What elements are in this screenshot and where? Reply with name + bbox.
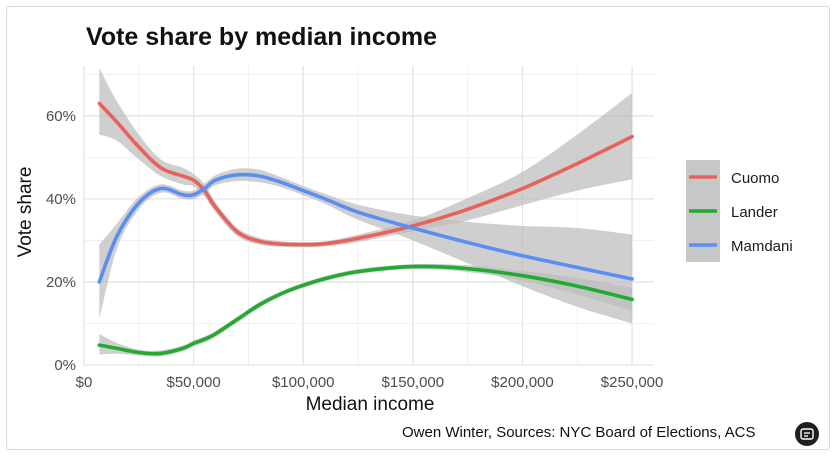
series-line-mamdani [97, 172, 634, 284]
x-axis-title: Median income [306, 394, 435, 415]
legend-label-cuomo: Cuomo [731, 170, 779, 187]
corner-action-button[interactable] [795, 422, 819, 446]
x-tick-label: $0 [76, 374, 93, 391]
caption-icon [800, 428, 814, 440]
series-line-cuomo [97, 101, 634, 247]
y-tick-label: 40% [46, 191, 76, 208]
chart-title: Vote share by median income [86, 23, 437, 51]
y-axis-ticks: 0% 20% 40% 60% [46, 108, 76, 374]
caption: Owen Winter, Sources: NYC Board of Elect… [402, 424, 755, 441]
series-lines [97, 101, 634, 356]
legend: Cuomo Lander Mamdani [686, 160, 793, 262]
x-tick-label: $100,000 [272, 374, 335, 391]
ribbon-mamdani [99, 168, 633, 324]
series-line-lander [97, 264, 634, 356]
legend-label-lander: Lander [731, 204, 778, 221]
x-tick-label: $50,000 [166, 374, 220, 391]
x-axis-ticks: $0 $50,000 $100,000 $150,000 $200,000 $250,00… [76, 374, 664, 391]
x-tick-label: $150,000 [382, 374, 445, 391]
y-tick-label: 0% [54, 357, 76, 374]
y-axis-title: Vote share [15, 167, 36, 258]
legend-label-mamdani: Mamdani [731, 238, 793, 255]
x-tick-label: $250,000 [601, 374, 664, 391]
ribbon-cuomo [99, 68, 633, 248]
x-tick-label: $200,000 [491, 374, 554, 391]
confidence-ribbons [99, 68, 633, 357]
y-tick-label: 60% [46, 108, 76, 125]
y-tick-label: 20% [46, 274, 76, 291]
